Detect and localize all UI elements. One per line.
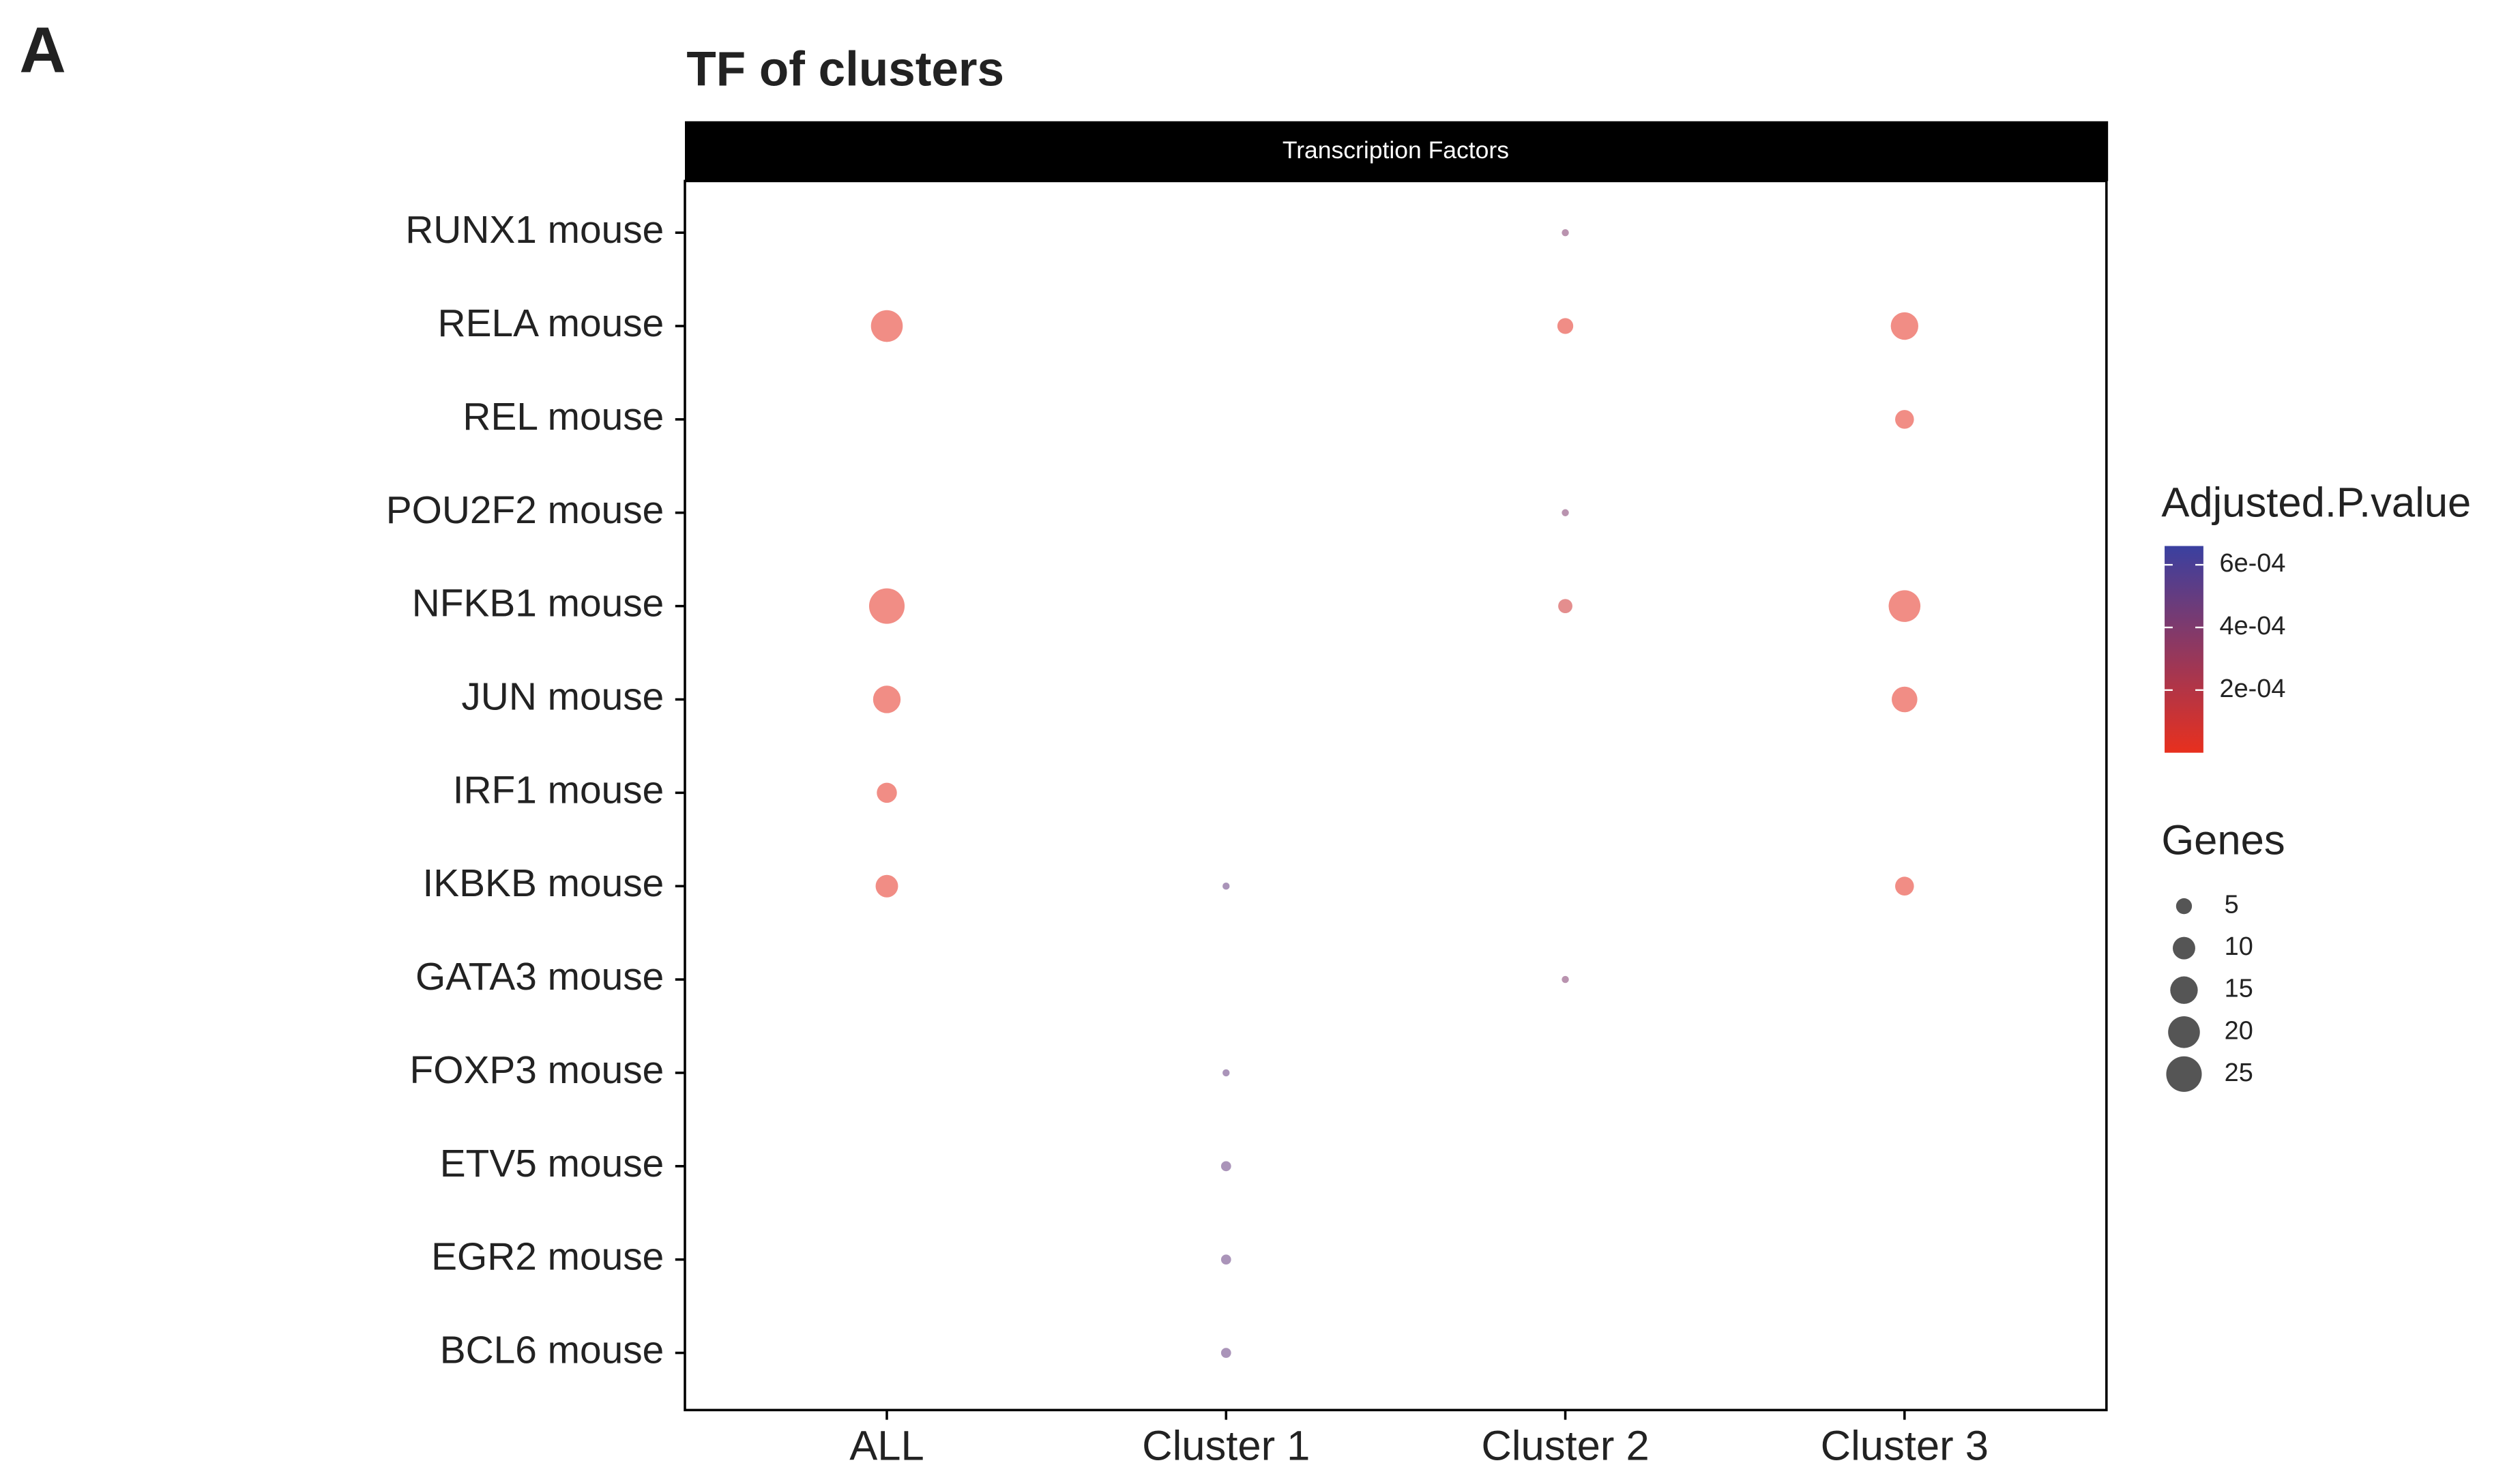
strip <box>685 121 2109 181</box>
color-tick-label: 6e-04 <box>2220 549 2286 578</box>
size-legend-dot <box>2166 1056 2202 1092</box>
y-tick-label: POU2F2 mouse <box>386 489 664 532</box>
panel-border <box>684 179 2108 1412</box>
color-tick-label: 4e-04 <box>2220 612 2286 640</box>
dot <box>868 588 905 624</box>
y-tick-label: GATA3 mouse <box>415 956 664 999</box>
x-tick-label: Cluster 3 <box>1821 1422 1989 1469</box>
color-bar <box>2165 546 2203 753</box>
dot <box>1220 1161 1231 1172</box>
dot <box>1562 228 1569 237</box>
dot <box>877 782 897 803</box>
dot <box>1222 1069 1230 1077</box>
size-legend-dot <box>2175 898 2193 915</box>
dot <box>1558 599 1572 614</box>
dot <box>1895 876 1914 896</box>
size-legend-label: 15 <box>2225 975 2253 1003</box>
x-tick-label: ALL <box>849 1422 924 1469</box>
y-tick-label: EGR2 mouse <box>431 1236 664 1279</box>
size-legend-label: 20 <box>2225 1016 2253 1045</box>
dot <box>1220 1254 1231 1265</box>
size-legend-dot <box>2168 1016 2200 1048</box>
dot <box>875 874 898 898</box>
dot <box>1888 590 1921 622</box>
chart-title: TF of clusters <box>686 42 1004 96</box>
y-tick-label: NFKB1 mouse <box>412 582 664 625</box>
strip-label: Transcription Factors <box>1283 136 1509 164</box>
dot <box>1557 318 1574 334</box>
y-tick-label: BCL6 mouse <box>440 1329 664 1372</box>
y-tick-label: ETV5 mouse <box>440 1142 664 1185</box>
dot <box>1222 883 1230 890</box>
x-tick-label: Cluster 1 <box>1142 1422 1310 1469</box>
size-legend-label: 5 <box>2225 891 2239 919</box>
y-tick-label: FOXP3 mouse <box>410 1049 664 1092</box>
dot <box>870 310 903 342</box>
y-tick-label: REL mouse <box>463 396 664 439</box>
size-legend-dot <box>2170 976 2198 1004</box>
y-tick-label: RUNX1 mouse <box>405 209 664 252</box>
y-tick-label: IKBKB mouse <box>422 862 664 905</box>
size-legend-title: Genes <box>2161 816 2285 863</box>
dot <box>1562 509 1569 516</box>
size-legend-label: 10 <box>2225 932 2253 961</box>
y-tick-label: RELA mouse <box>438 302 664 345</box>
size-legend-label: 25 <box>2225 1059 2253 1087</box>
panel-label: A <box>19 14 65 87</box>
y-tick-label: JUN mouse <box>461 676 664 719</box>
dot <box>1895 410 1914 429</box>
size-legend-dot <box>2172 936 2195 960</box>
dot <box>1562 975 1569 984</box>
dot <box>1220 1348 1231 1358</box>
dot <box>873 685 901 713</box>
dot <box>1892 686 1918 713</box>
color-legend-title: Adjusted.P.value <box>2161 479 2471 527</box>
dot <box>1890 312 1918 340</box>
color-tick-label: 2e-04 <box>2220 675 2286 703</box>
x-tick-label: Cluster 2 <box>1481 1422 1649 1469</box>
y-tick-label: IRF1 mouse <box>453 769 664 812</box>
